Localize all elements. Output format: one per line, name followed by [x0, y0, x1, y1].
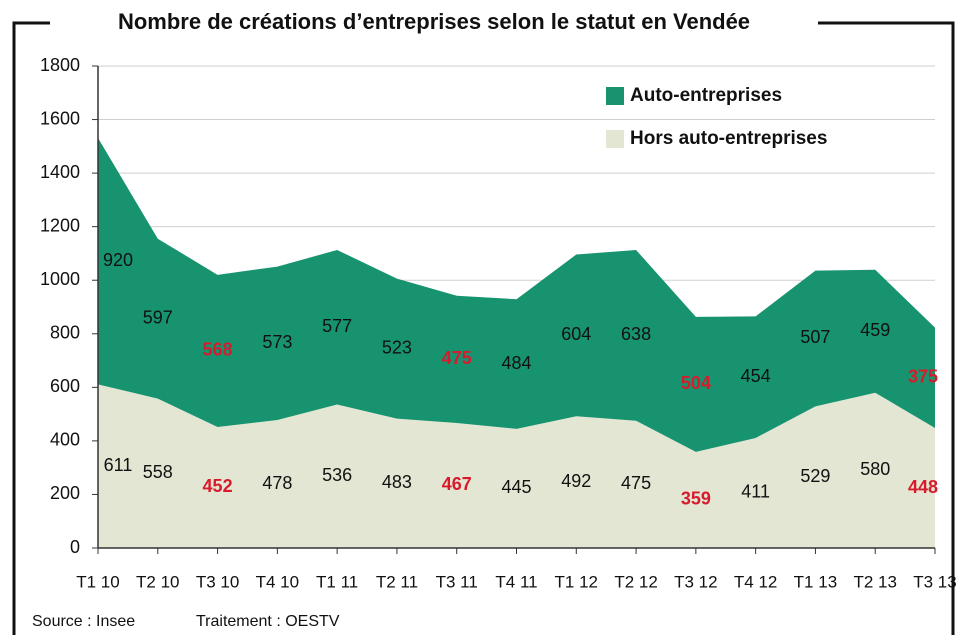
y-tick-label: 400: [50, 430, 80, 450]
y-tick-label: 1000: [40, 269, 80, 289]
y-tick-label: 1400: [40, 162, 80, 182]
value-label: 504: [681, 373, 711, 393]
x-tick-label: T2 12: [614, 572, 657, 591]
value-label: 478: [262, 473, 292, 493]
value-label: 411: [741, 482, 770, 502]
value-label: 580: [860, 459, 890, 479]
y-tick-label: 600: [50, 376, 80, 396]
value-label: 359: [681, 489, 711, 509]
value-label: 568: [203, 340, 233, 360]
value-label: 454: [741, 366, 771, 386]
x-tick-label: T4 11: [495, 572, 537, 591]
x-tick-label: T1 11: [316, 572, 358, 591]
value-label: 507: [800, 327, 830, 347]
x-tick-label: T4 10: [256, 572, 299, 591]
x-tick-label: T1 13: [794, 572, 837, 591]
x-tick-label: T1 12: [555, 572, 598, 591]
value-label: 558: [143, 462, 173, 482]
x-tick-label: T2 10: [136, 572, 179, 591]
x-tick-label: T3 10: [196, 572, 239, 591]
area: [98, 138, 935, 452]
x-tick-label: T2 13: [853, 572, 896, 591]
value-label: 523: [382, 337, 412, 357]
value-label: 475: [442, 348, 472, 368]
y-tick-label: 800: [50, 323, 80, 343]
legend-label: Hors auto-entreprises: [630, 128, 827, 149]
credit: Traitement : OESTV: [196, 613, 340, 630]
area: [98, 384, 935, 548]
x-tick-label: T4 12: [734, 572, 777, 591]
legend-swatch: [606, 87, 624, 105]
value-label: 638: [621, 324, 651, 344]
value-label: 920: [103, 250, 133, 270]
value-label: 375: [908, 367, 938, 387]
x-tick-label: T3 12: [674, 572, 717, 591]
y-tick-label: 1200: [40, 215, 80, 235]
value-label: 573: [262, 332, 292, 352]
value-label: 484: [501, 353, 531, 373]
source: Source : Insee: [32, 613, 135, 630]
legend-label: Auto-entreprises: [630, 85, 782, 106]
value-label: 475: [621, 473, 651, 493]
x-tick-label: T1 10: [76, 572, 119, 591]
chart-title: Nombre de créations d’entreprises selon …: [118, 9, 750, 34]
value-label: 448: [908, 477, 938, 497]
y-tick-label: 1600: [40, 108, 80, 128]
value-label: 492: [561, 471, 591, 491]
value-label: 467: [442, 474, 472, 494]
x-tick-label: T2 11: [376, 572, 418, 591]
value-label: 529: [800, 466, 830, 486]
x-tick-label: T3 13: [913, 572, 956, 591]
value-label: 483: [382, 472, 412, 492]
y-tick-label: 1800: [40, 55, 80, 75]
x-tick-label: T3 11: [436, 572, 478, 591]
value-label: 597: [143, 307, 173, 327]
title-bg: [50, 8, 818, 38]
value-label: 577: [322, 316, 352, 336]
value-label: 611: [104, 455, 133, 475]
value-label: 604: [561, 324, 591, 344]
value-label: 452: [203, 476, 233, 496]
value-label: 536: [322, 465, 352, 485]
value-label: 459: [860, 320, 890, 340]
legend-swatch: [606, 130, 624, 148]
y-tick-label: 0: [70, 537, 80, 557]
y-tick-label: 200: [50, 483, 80, 503]
value-label: 445: [501, 477, 531, 497]
